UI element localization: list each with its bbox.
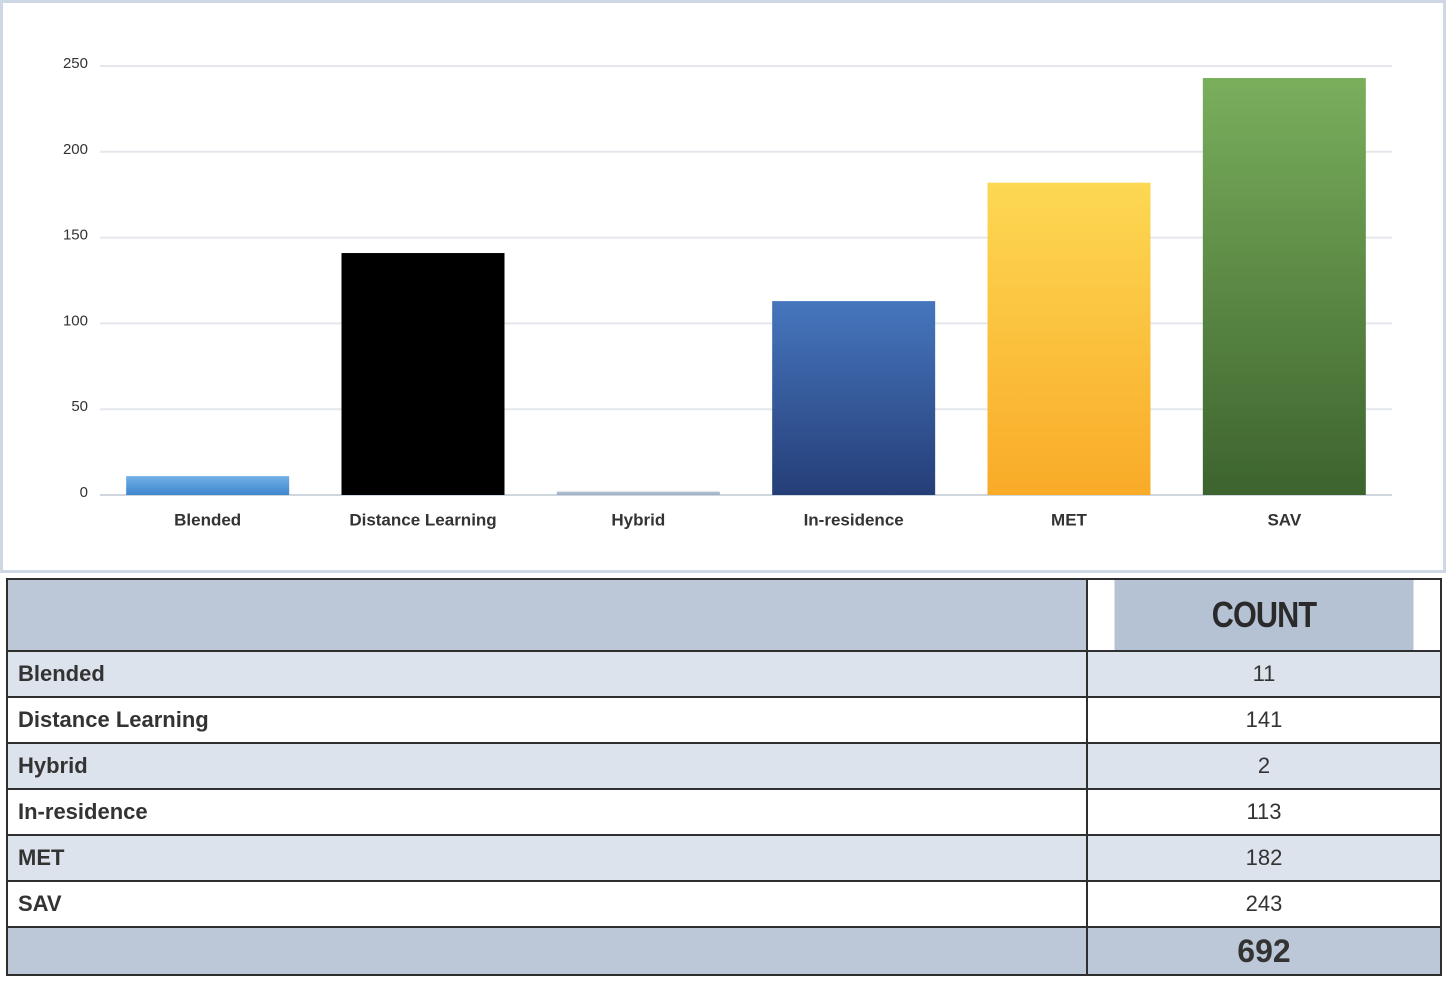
bar — [341, 253, 505, 495]
bar — [987, 182, 1151, 496]
chart: 0 50 100 150 200 250 Blended Distance Learning H… — [63, 55, 1392, 529]
count-cell: 243 — [1086, 880, 1442, 928]
table-row: Hybrid 2 — [6, 742, 1442, 790]
bar — [772, 301, 936, 495]
row-label — [6, 926, 1088, 976]
y-tick-label: 0 — [80, 484, 88, 501]
table-row: COUNT — [6, 578, 1441, 652]
table-row: 692 — [6, 926, 1442, 976]
x-tick-label: Blended — [174, 510, 241, 529]
row-label: MET — [6, 834, 1088, 882]
x-tick-label: Distance Learning — [349, 510, 496, 529]
bar — [556, 491, 720, 495]
count-cell: 2 — [1086, 742, 1442, 790]
table-row: Distance Learning 141 — [6, 696, 1442, 744]
count-cell: COUNT — [1112, 578, 1416, 652]
count-cell: 11 — [1086, 650, 1442, 698]
count-table: COUNT Blended 11 Distance Learning 141 Hybrid… — [6, 578, 1442, 976]
table-row: Blended 11 — [6, 650, 1442, 698]
row-label: Blended — [6, 650, 1088, 698]
table-row: In-residence 113 — [6, 788, 1442, 836]
x-tick-label: Hybrid — [611, 510, 665, 529]
y-tick-label: 50 — [71, 398, 88, 415]
x-tick-label: SAV — [1267, 510, 1301, 529]
bar — [1202, 78, 1366, 496]
count-cell: 692 — [1086, 926, 1442, 976]
y-tick-label: 150 — [63, 227, 88, 244]
count-cell: 113 — [1086, 788, 1442, 836]
row-label — [6, 578, 1088, 652]
count-cell: 182 — [1086, 834, 1442, 882]
row-label: In-residence — [6, 788, 1088, 836]
chart-panel: 0 50 100 150 200 250 Blended Distance Learning H… — [0, 0, 1446, 573]
y-tick-label: 200 — [63, 141, 88, 158]
row-label: Distance Learning — [6, 696, 1088, 744]
y-tick-label: 250 — [63, 55, 88, 72]
bar — [126, 476, 290, 495]
x-tick-label: In-residence — [804, 510, 904, 529]
x-tick-label: MET — [1051, 510, 1088, 529]
y-tick-label: 100 — [63, 312, 88, 329]
count-cell: 141 — [1086, 696, 1442, 744]
row-label: Hybrid — [6, 742, 1088, 790]
row-label: SAV — [6, 880, 1088, 928]
table-row: SAV 243 — [6, 880, 1442, 928]
table-row: MET 182 — [6, 834, 1442, 882]
